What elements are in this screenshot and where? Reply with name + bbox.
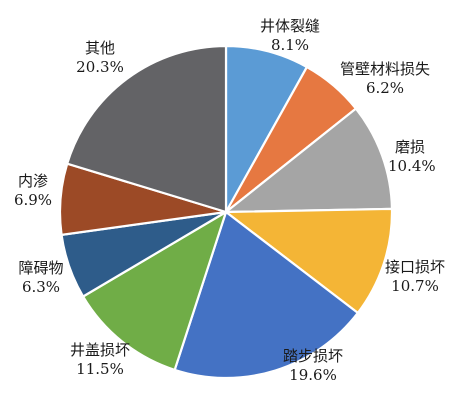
slice-label-4: 接口损坏 10.7% [385, 258, 445, 295]
slice-percent-label: 6.9% [14, 191, 52, 209]
slice-category-label: 障碍物 [18, 259, 63, 277]
slice-label-5: 踏步损坏 19.6% [283, 347, 343, 384]
slice-percent-label: 19.6% [289, 366, 337, 384]
slice-category-label: 磨损 [395, 138, 425, 156]
slice-category-label: 井盖损坏 [70, 341, 130, 359]
slices-layer [58, 44, 394, 380]
pie-slice-5 [173, 210, 360, 380]
slice-label-1: 井体裂缝 8.1% [260, 17, 320, 54]
slice-percent-label: 20.3% [76, 58, 124, 76]
pie-slice-6 [81, 209, 228, 372]
slice-category-label: 踏步损坏 [283, 347, 343, 365]
slice-category-label: 内渗 [18, 172, 48, 190]
slice-percent-label: 8.1% [271, 36, 309, 54]
pie-slice-9 [65, 44, 228, 214]
labels-layer: 井体裂缝 8.1% 管壁材料损失 6.2% 磨损 10.4% 接口损坏 10.7% 踏步损坏 19… [14, 17, 445, 384]
slice-percent-label: 10.4% [388, 157, 436, 175]
slice-percent-label: 6.2% [366, 79, 404, 97]
slice-label-6: 井盖损坏 11.5% [70, 341, 130, 378]
slice-label-2: 管壁材料损失 6.2% [340, 60, 430, 97]
slice-percent-label: 11.5% [76, 360, 124, 378]
slice-percent-label: 6.3% [22, 278, 60, 296]
slice-category-label: 接口损坏 [385, 258, 445, 276]
slice-category-label: 管壁材料损失 [340, 60, 430, 78]
slice-label-8: 内渗 6.9% [14, 172, 52, 209]
slice-label-3: 磨损 10.4% [388, 138, 436, 175]
slice-category-label: 其他 [85, 39, 115, 57]
pie-slice-4 [222, 207, 394, 315]
pie-slice-3 [222, 107, 394, 214]
slice-percent-label: 10.7% [391, 277, 439, 295]
slice-label-7: 障碍物 6.3% [18, 259, 63, 296]
slice-category-label: 井体裂缝 [260, 17, 320, 35]
slice-label-9: 其他 20.3% [76, 39, 124, 76]
